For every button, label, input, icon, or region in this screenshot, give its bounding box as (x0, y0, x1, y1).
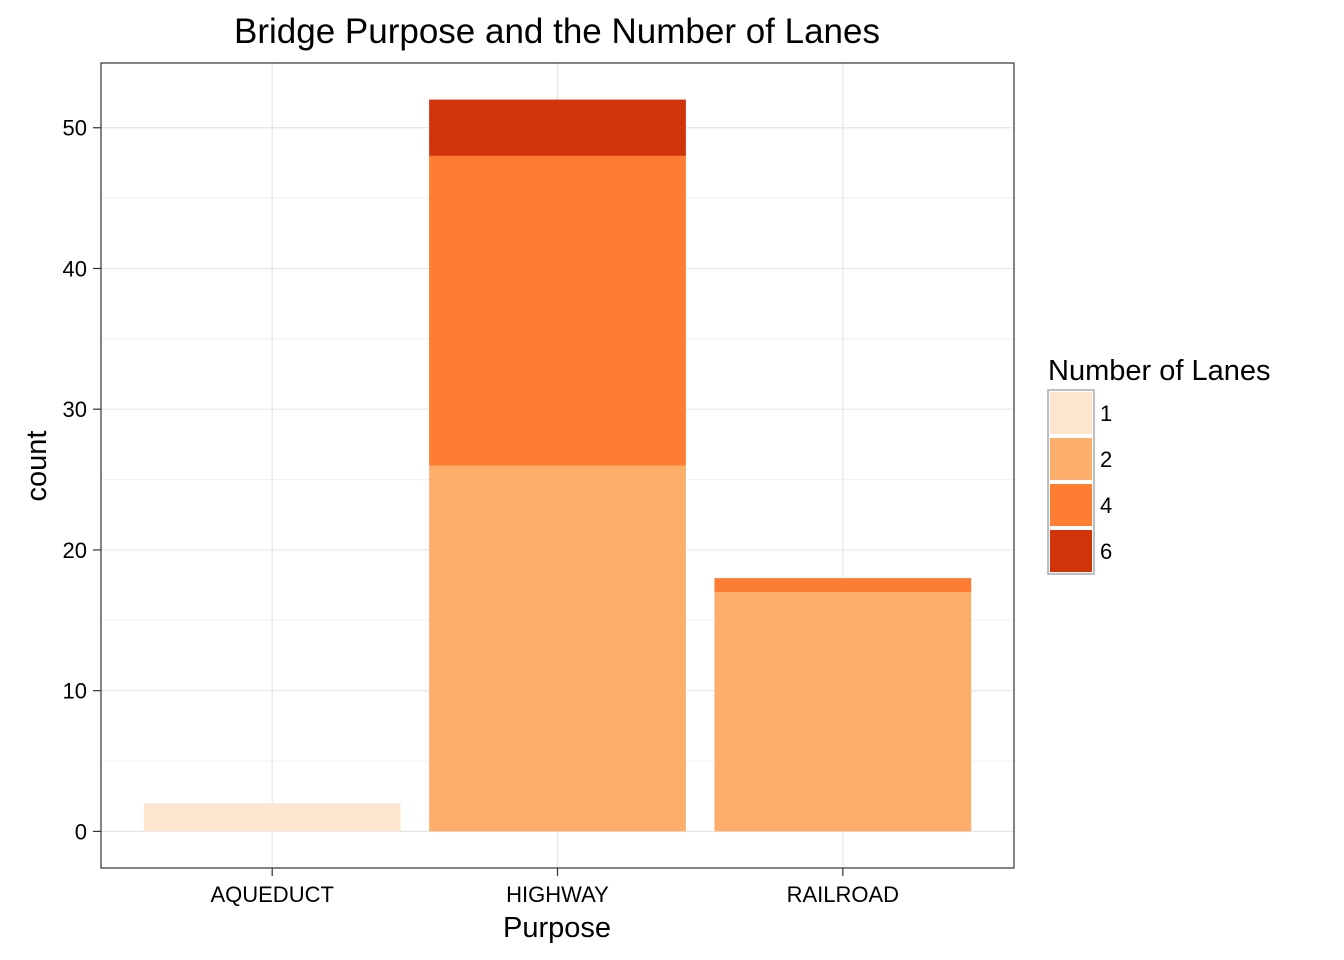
legend-swatch-6 (1050, 530, 1092, 572)
bar-highway-lanes-2 (429, 465, 686, 832)
y-tick-label: 50 (63, 116, 87, 141)
legend: Number of Lanes 1 2 4 6 (1047, 355, 1270, 575)
bar-railroad-lanes-2 (714, 592, 972, 832)
y-tick-label: 10 (63, 679, 87, 704)
x-tick-label: AQUEDUCT (210, 882, 333, 907)
legend-swatch-2 (1050, 438, 1092, 480)
legend-label-4: 4 (1100, 493, 1112, 518)
y-tick-label: 30 (63, 397, 87, 422)
legend-swatch-1 (1050, 392, 1092, 434)
legend-label-2: 2 (1100, 447, 1112, 472)
x-tick-label: HIGHWAY (506, 882, 609, 907)
legend-title: Number of Lanes (1048, 355, 1270, 387)
x-tick-label: RAILROAD (787, 882, 899, 907)
y-axis-title: count (21, 431, 53, 502)
bar-aqueduct-lanes-1 (143, 803, 401, 832)
chart-title: Bridge Purpose and the Number of Lanes (234, 12, 880, 51)
legend-label-6: 6 (1100, 539, 1112, 564)
x-axis-ticks: AQUEDUCT HIGHWAY RAILROAD (210, 868, 899, 907)
bar-highway-lanes-4 (429, 155, 686, 466)
y-tick-label: 40 (63, 256, 87, 281)
legend-keys: 1 2 4 6 (1047, 389, 1112, 575)
x-axis-title: Purpose (503, 912, 611, 944)
y-axis-ticks: 0 10 20 30 40 50 (63, 116, 101, 844)
y-tick-label: 20 (63, 538, 87, 563)
bar-railroad-lanes-4 (714, 578, 972, 593)
legend-swatch-4 (1050, 484, 1092, 526)
y-tick-label: 0 (75, 819, 87, 844)
bars (143, 99, 972, 832)
legend-label-1: 1 (1100, 401, 1112, 426)
bar-highway-lanes-6 (429, 99, 686, 156)
